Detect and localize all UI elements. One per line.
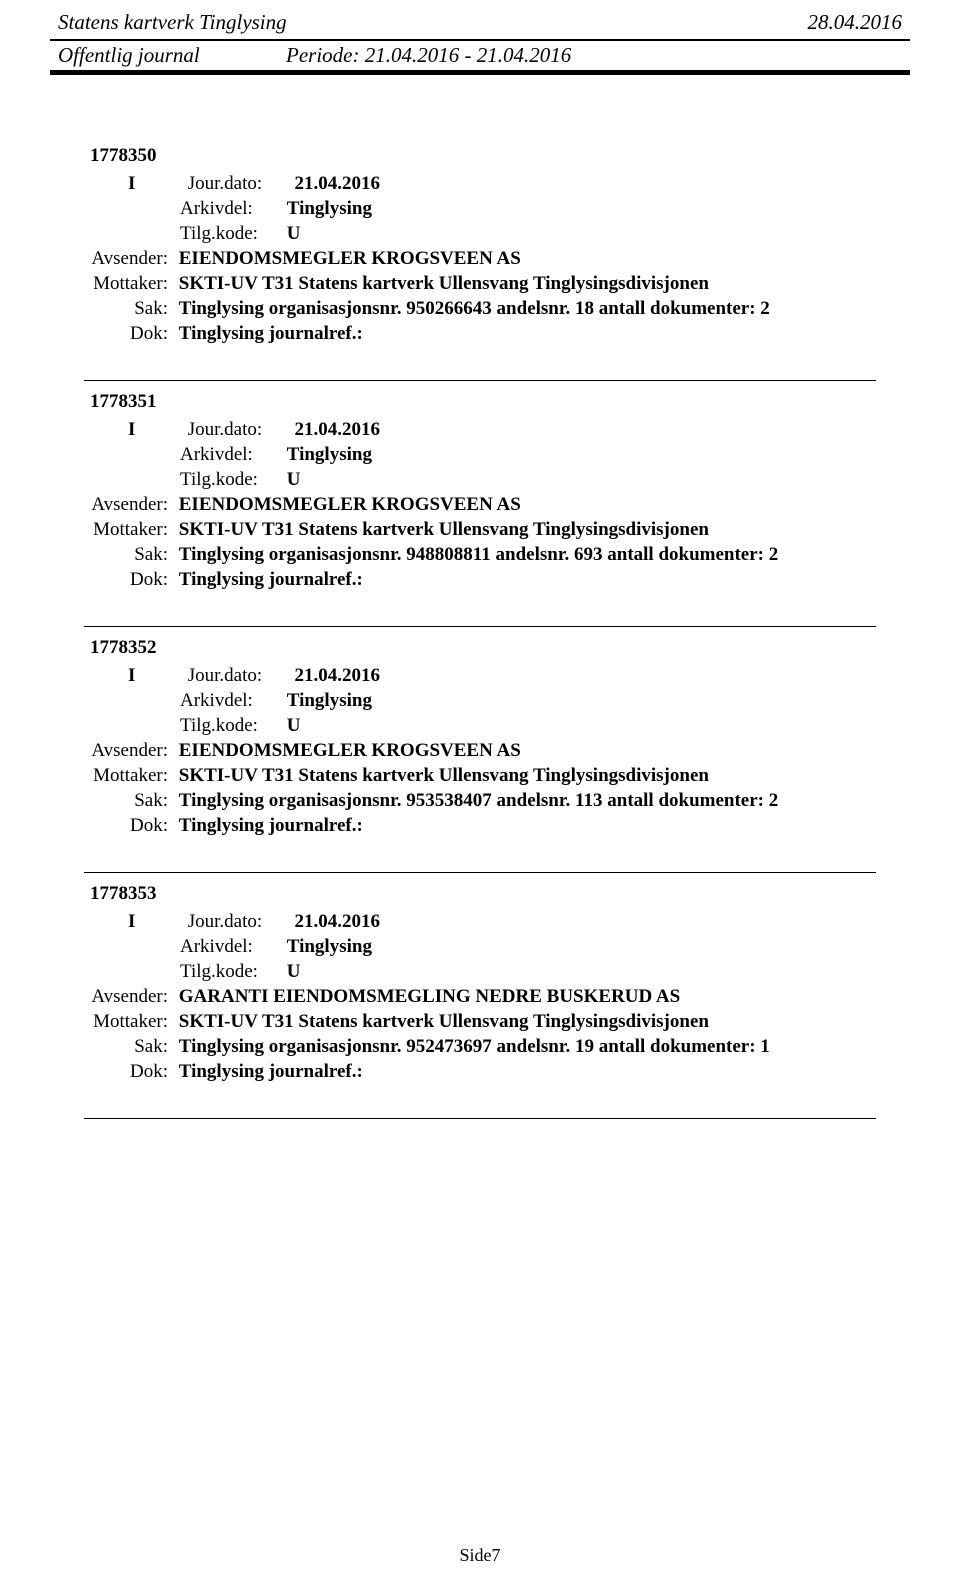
jourdato-value: 21.04.2016 xyxy=(295,911,381,932)
sak-value: Tinglysing organisasjonsnr. 950266643 an… xyxy=(179,298,770,319)
header-rule-thick xyxy=(50,70,910,75)
mottaker-label: Mottaker: xyxy=(90,273,168,295)
arkivdel-label: Arkivdel: xyxy=(180,936,282,958)
dok-value: Tinglysing journalref.: xyxy=(179,1061,363,1082)
dok-label: Dok: xyxy=(90,1061,168,1083)
page-number: Side7 xyxy=(459,1545,500,1565)
mottaker-label: Mottaker: xyxy=(90,765,168,787)
header-journal-label: Offentlig journal xyxy=(58,43,268,68)
entry-type: I xyxy=(128,173,183,195)
journal-entry: 1778352 I Jour.dato: 21.04.2016 Arkivdel… xyxy=(50,627,910,858)
jourdato-label: Jour.dato: xyxy=(188,419,290,441)
entries-list: 1778350 I Jour.dato: 21.04.2016 Arkivdel… xyxy=(50,135,910,1119)
mottaker-value: SKTI-UV T31 Statens kartverk Ullensvang … xyxy=(179,273,709,294)
mottaker-label: Mottaker: xyxy=(90,519,168,541)
header-period-value: 21.04.2016 - 21.04.2016 xyxy=(365,43,572,67)
mottaker-value: SKTI-UV T31 Statens kartverk Ullensvang … xyxy=(179,519,709,540)
header-rule-thin xyxy=(50,39,910,41)
sak-label: Sak: xyxy=(90,298,168,320)
entry-id: 1778352 xyxy=(90,637,870,659)
tilgkode-value: U xyxy=(287,223,301,244)
jourdato-label: Jour.dato: xyxy=(188,911,290,933)
tilgkode-label: Tilg.kode: xyxy=(180,223,282,245)
tilgkode-value: U xyxy=(287,715,301,736)
dok-label: Dok: xyxy=(90,569,168,591)
dok-value: Tinglysing journalref.: xyxy=(179,815,363,836)
sak-value: Tinglysing organisasjonsnr. 952473697 an… xyxy=(179,1036,770,1057)
jourdato-value: 21.04.2016 xyxy=(295,419,381,440)
avsender-value: EIENDOMSMEGLER KROGSVEEN AS xyxy=(179,248,521,269)
mottaker-value: SKTI-UV T31 Statens kartverk Ullensvang … xyxy=(179,1011,709,1032)
entry-id: 1778350 xyxy=(90,145,870,167)
avsender-value: GARANTI EIENDOMSMEGLING NEDRE BUSKERUD A… xyxy=(179,986,680,1007)
page-header: Statens kartverk Tinglysing 28.04.2016 O… xyxy=(50,10,910,75)
entry-type: I xyxy=(128,665,183,687)
entry-id: 1778351 xyxy=(90,391,870,413)
avsender-label: Avsender: xyxy=(90,986,168,1008)
arkivdel-label: Arkivdel: xyxy=(180,444,282,466)
sak-label: Sak: xyxy=(90,544,168,566)
tilgkode-value: U xyxy=(287,469,301,490)
sak-label: Sak: xyxy=(90,790,168,812)
dok-value: Tinglysing journalref.: xyxy=(179,323,363,344)
journal-entry: 1778351 I Jour.dato: 21.04.2016 Arkivdel… xyxy=(50,381,910,612)
sak-label: Sak: xyxy=(90,1036,168,1058)
avsender-label: Avsender: xyxy=(90,494,168,516)
jourdato-label: Jour.dato: xyxy=(188,665,290,687)
dok-value: Tinglysing journalref.: xyxy=(179,569,363,590)
dok-label: Dok: xyxy=(90,323,168,345)
mottaker-value: SKTI-UV T31 Statens kartverk Ullensvang … xyxy=(179,765,709,786)
jourdato-value: 21.04.2016 xyxy=(295,173,381,194)
sak-value: Tinglysing organisasjonsnr. 953538407 an… xyxy=(179,790,779,811)
sak-value: Tinglysing organisasjonsnr. 948808811 an… xyxy=(179,544,779,565)
entry-separator xyxy=(84,1118,876,1119)
avsender-value: EIENDOMSMEGLER KROGSVEEN AS xyxy=(179,494,521,515)
avsender-value: EIENDOMSMEGLER KROGSVEEN AS xyxy=(179,740,521,761)
entry-type: I xyxy=(128,911,183,933)
arkivdel-value: Tinglysing xyxy=(287,198,372,219)
dok-label: Dok: xyxy=(90,815,168,837)
arkivdel-label: Arkivdel: xyxy=(180,198,282,220)
tilgkode-label: Tilg.kode: xyxy=(180,715,282,737)
arkivdel-value: Tinglysing xyxy=(287,690,372,711)
tilgkode-label: Tilg.kode: xyxy=(180,469,282,491)
journal-entry: 1778353 I Jour.dato: 21.04.2016 Arkivdel… xyxy=(50,873,910,1104)
arkivdel-value: Tinglysing xyxy=(287,444,372,465)
entry-type: I xyxy=(128,419,183,441)
page-footer: Side7 xyxy=(0,1545,960,1566)
header-period: Periode: 21.04.2016 - 21.04.2016 xyxy=(286,43,571,68)
arkivdel-label: Arkivdel: xyxy=(180,690,282,712)
jourdato-value: 21.04.2016 xyxy=(295,665,381,686)
jourdato-label: Jour.dato: xyxy=(188,173,290,195)
avsender-label: Avsender: xyxy=(90,248,168,270)
entry-id: 1778353 xyxy=(90,883,870,905)
mottaker-label: Mottaker: xyxy=(90,1011,168,1033)
tilgkode-label: Tilg.kode: xyxy=(180,961,282,983)
journal-entry: 1778350 I Jour.dato: 21.04.2016 Arkivdel… xyxy=(50,135,910,366)
arkivdel-value: Tinglysing xyxy=(287,936,372,957)
header-period-prefix: Periode: xyxy=(286,43,359,67)
tilgkode-value: U xyxy=(287,961,301,982)
avsender-label: Avsender: xyxy=(90,740,168,762)
header-date: 28.04.2016 xyxy=(808,10,903,35)
header-org: Statens kartverk Tinglysing xyxy=(58,10,287,35)
